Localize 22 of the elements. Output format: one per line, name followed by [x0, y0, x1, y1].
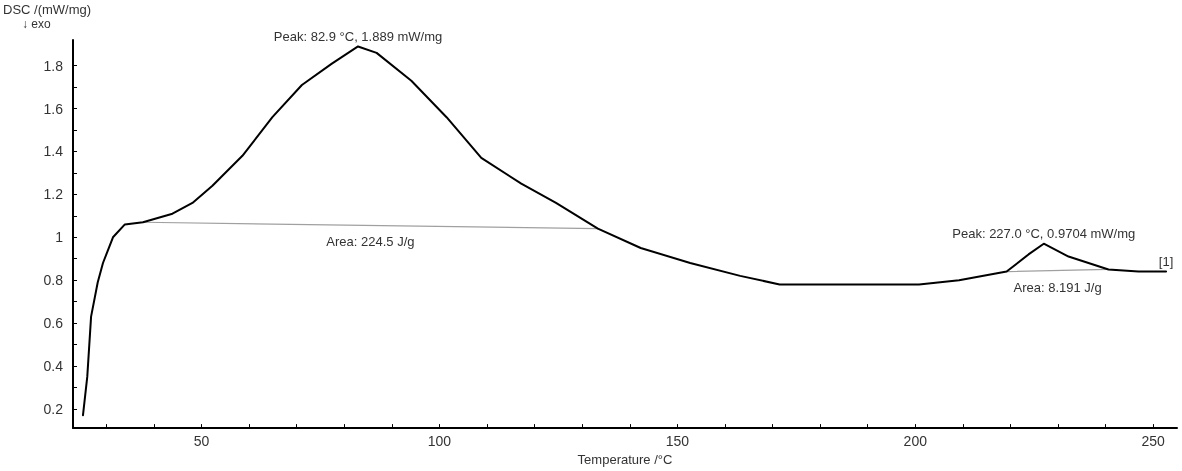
text: ↓ exo [22, 17, 52, 31]
annotation: Area: 8.191 J/g [1013, 279, 1102, 295]
x-tick-label: 50 [193, 433, 210, 450]
y-tick-label: 1 [55, 229, 64, 246]
x-tick-label: 250 [1141, 433, 1166, 450]
x-tick-label: 150 [665, 433, 690, 450]
y-tick-label: 0.4 [43, 357, 64, 374]
annotation: Peak: 82.9 °C, 1.889 mW/mg [273, 28, 443, 44]
y-tick-label: 0.8 [43, 272, 64, 289]
y-tick-label: 1.4 [43, 143, 64, 160]
x-axis-title: Temperature /°C [577, 452, 673, 467]
y-tick-label: 0.6 [43, 315, 64, 332]
y-tick-label: 1.8 [43, 57, 64, 74]
y-axis-title: DSC /(mW/mg) [3, 2, 92, 17]
annotation: [1] [1158, 253, 1174, 269]
x-tick-label: 200 [903, 433, 928, 450]
x-tick-label: 100 [427, 433, 452, 450]
y-tick-label: 1.6 [43, 100, 64, 117]
y-tick-label: 1.2 [43, 186, 64, 203]
annotation: Area: 224.5 J/g [326, 234, 415, 250]
y-tick-label: 0.2 [43, 400, 64, 417]
annotation: Peak: 227.0 °C, 0.9704 mW/mg [952, 225, 1136, 241]
